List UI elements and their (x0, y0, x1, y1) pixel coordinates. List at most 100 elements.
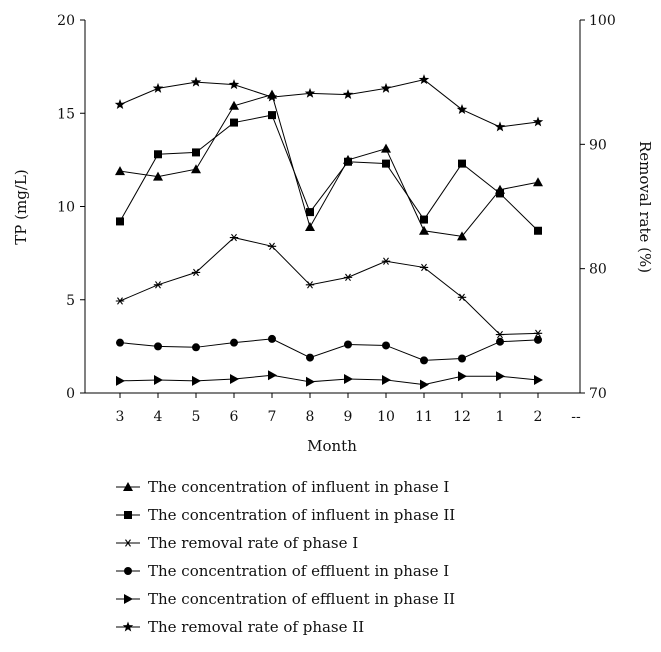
x-tick-label: 12 (453, 409, 471, 425)
x-axis-label: Month (307, 437, 357, 455)
data-point (152, 82, 164, 93)
x-tick-label: 9 (344, 409, 353, 425)
data-point (229, 233, 239, 242)
data-point (343, 273, 353, 282)
data-point (458, 354, 466, 363)
data-point (305, 281, 315, 289)
left-y-tick-label: 15 (57, 106, 75, 122)
data-point (495, 330, 505, 339)
legend-label: The removal rate of phase II (148, 618, 364, 636)
data-point (381, 257, 391, 265)
data-point (533, 177, 543, 187)
x-tick-label: 4 (154, 409, 163, 425)
data-point (496, 337, 504, 346)
data-point (230, 118, 238, 127)
data-point (306, 376, 315, 387)
data-point (267, 242, 277, 250)
left-y-tick-label: 5 (66, 293, 75, 309)
data-point (191, 164, 201, 174)
data-point (230, 374, 239, 385)
data-point (192, 148, 200, 157)
data-point (457, 293, 467, 301)
legend-item: The concentration of effluent in phase I… (116, 590, 455, 608)
right-y-tick-label: 100 (589, 13, 616, 29)
data-point (420, 215, 428, 224)
data-point (115, 166, 125, 176)
legend-marker (124, 567, 132, 575)
left-y-tick-label: 0 (66, 386, 75, 402)
data-point (192, 375, 201, 386)
data-point (153, 171, 163, 181)
data-point (230, 338, 238, 347)
data-point (154, 150, 162, 159)
data-point (342, 89, 354, 100)
series-line (119, 79, 539, 128)
legend-item: The concentration of influent in phase I… (116, 506, 455, 524)
data-point (116, 338, 124, 347)
data-point (382, 374, 391, 385)
data-point (114, 99, 126, 109)
x-tick-label: 6 (230, 409, 239, 425)
data-point (533, 329, 543, 338)
x-tick-label: 10 (377, 409, 395, 425)
data-point (420, 379, 429, 390)
x-tick-label: 7 (268, 409, 277, 425)
x-tick-label: 1 (496, 409, 505, 425)
right-y-axis-label: Removal rate (%) (636, 141, 654, 273)
left-y-tick-label: 20 (57, 13, 75, 29)
data-point (229, 100, 239, 110)
data-point (306, 208, 314, 217)
data-point (458, 159, 466, 168)
data-point (116, 217, 124, 226)
legend: The concentration of influent in phase I… (116, 478, 455, 636)
series-line (119, 338, 539, 361)
data-point (116, 375, 125, 386)
data-point (344, 157, 352, 166)
legend-label: The removal rate of phase I (148, 534, 358, 552)
legend-marker (124, 511, 132, 519)
axes (84, 20, 581, 394)
data-point (494, 121, 506, 132)
data-point (344, 340, 352, 349)
legend-label: The concentration of influent in phase I… (148, 506, 455, 524)
data-point (153, 281, 163, 289)
data-point (192, 343, 200, 352)
data-point (381, 143, 391, 153)
data-point (382, 341, 390, 350)
data-point (418, 74, 430, 85)
series-line (119, 374, 539, 386)
x-tick-label: 3 (116, 409, 125, 425)
series-line (119, 237, 539, 336)
legend-item: The removal rate of phase I (116, 534, 358, 552)
series-6 (114, 74, 544, 132)
data-point (419, 225, 429, 235)
data-point (306, 353, 314, 362)
data-point (268, 370, 277, 381)
x-tick-label: -- (571, 409, 581, 425)
data-point (456, 104, 468, 114)
data-point (457, 231, 467, 241)
series-group (114, 74, 544, 390)
left-y-axis-label: TP (mg/L) (12, 169, 30, 244)
data-point (534, 335, 542, 344)
legend-marker (122, 621, 134, 632)
legend-item: The concentration of influent in phase I (116, 478, 449, 496)
legend-label: The concentration of effluent in phase I (148, 562, 449, 580)
series-4 (116, 334, 542, 365)
right-y-tick-label: 70 (589, 386, 607, 402)
legend-marker (123, 482, 133, 491)
series-1 (115, 89, 543, 241)
left-y-tick-label: 10 (57, 200, 75, 216)
legend-item: The concentration of effluent in phase I (116, 562, 449, 580)
x-tick-label: 5 (192, 409, 201, 425)
x-tick-label: 8 (306, 409, 315, 425)
data-point (190, 76, 202, 87)
data-point (532, 116, 544, 127)
legend-marker (123, 539, 133, 547)
series-line (119, 114, 539, 232)
legend-marker (124, 594, 133, 604)
data-point (266, 91, 278, 102)
data-point (534, 226, 542, 235)
